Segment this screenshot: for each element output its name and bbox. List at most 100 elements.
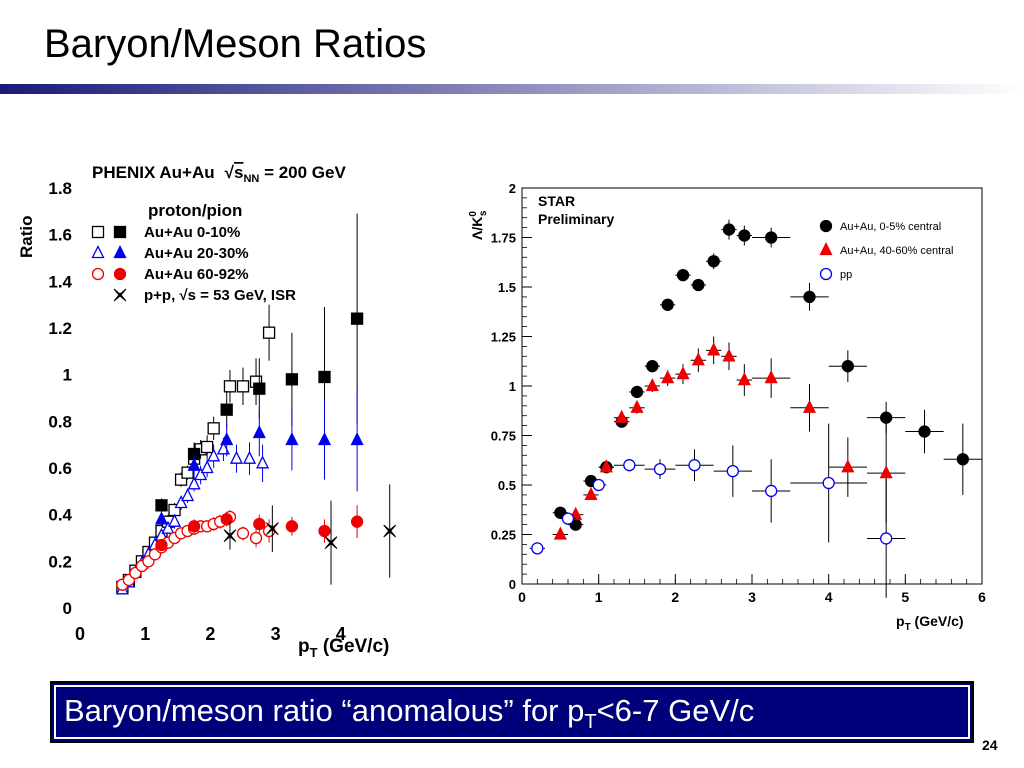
- star-title-line2: Preliminary: [538, 211, 614, 227]
- phenix-data-point: [187, 520, 201, 533]
- phenix-data-point: [285, 520, 299, 533]
- phenix-data-point: [181, 466, 194, 479]
- phenix-legend-label: Au+Au 0-10%: [144, 224, 240, 241]
- phenix-legend-marker: [113, 225, 127, 239]
- star-x-axis-label: pT (GeV/c): [896, 613, 964, 633]
- phenix-x-tick-label: 0: [75, 624, 85, 644]
- star-data-point: [737, 372, 751, 386]
- phenix-data-point: [187, 476, 201, 490]
- phenix-data-point: [155, 538, 168, 552]
- phenix-data-point: [194, 467, 208, 481]
- phenix-data-point: [236, 380, 250, 393]
- phenix-legend-label: Au+Au 20-30%: [144, 245, 249, 262]
- phenix-data-point: [207, 448, 221, 462]
- star-data-point: [645, 378, 659, 392]
- star-data-point: [765, 484, 778, 498]
- phenix-data-point: [265, 522, 279, 536]
- phenix-data-point: [262, 326, 276, 339]
- star-x-tick-label: 3: [748, 589, 756, 605]
- phenix-data-point: [324, 536, 338, 550]
- star-data-point: [722, 223, 736, 236]
- phenix-x-tick-label: 2: [205, 624, 215, 644]
- phenix-data-point: [220, 432, 234, 446]
- star-data-point: [879, 465, 893, 479]
- phenix-x-tick-label: 3: [271, 624, 281, 644]
- title-rule: [0, 84, 1024, 94]
- caption-subscript: T: [584, 711, 597, 734]
- star-legend-label: pp: [840, 269, 852, 281]
- phenix-data-point: [350, 515, 364, 528]
- phenix-y-tick-label: 0: [63, 599, 72, 618]
- phenix-data-point: [220, 403, 233, 416]
- phenix-data-point: [220, 513, 233, 526]
- phenix-data-point: [383, 524, 397, 538]
- star-x-tick-label: 0: [518, 589, 526, 605]
- star-data-point: [707, 255, 720, 268]
- phenix-data-point: [252, 425, 266, 439]
- star-y-tick-label: 1.25: [491, 330, 516, 345]
- phenix-y-tick-label: 0.2: [48, 552, 72, 571]
- star-data-point: [726, 464, 739, 478]
- phenix-y-tick-label: 1.4: [48, 272, 72, 291]
- phenix-subtitle: proton/pion: [148, 201, 242, 220]
- star-data-point: [841, 360, 854, 373]
- phenix-data-point: [161, 520, 175, 534]
- star-y-tick-label: 2: [509, 181, 516, 196]
- phenix-data-point: [350, 312, 364, 325]
- star-y-tick-label: 0: [509, 577, 516, 592]
- star-data-point: [722, 348, 736, 362]
- star-data-point: [661, 298, 674, 311]
- star-legend-label: Au+Au, 40-60% central: [840, 245, 953, 257]
- star-y-tick-label: 0.75: [491, 429, 516, 444]
- star-x-tick-label: 5: [901, 589, 909, 605]
- phenix-legend-marker: [113, 288, 127, 302]
- phenix-data-point: [187, 457, 201, 471]
- star-x-tick-label: 6: [978, 589, 986, 605]
- phenix-data-point: [236, 527, 250, 540]
- caption-main: Baryon/meson ratio “anomalous” for p: [64, 693, 585, 728]
- caption-tail: <6-7 GeV/c: [596, 693, 755, 728]
- phenix-y-tick-label: 1.8: [48, 179, 72, 198]
- phenix-x-axis-label: pT (GeV/c): [298, 636, 389, 660]
- star-data-point: [692, 278, 705, 292]
- phenix-data-point: [229, 450, 244, 464]
- star-data-point: [531, 542, 544, 555]
- phenix-data-point: [223, 380, 237, 393]
- phenix-data-point: [181, 488, 195, 502]
- star-data-point: [630, 385, 644, 399]
- phenix-y-tick-label: 0.4: [48, 506, 72, 525]
- star-data-point: [661, 370, 675, 384]
- star-x-tick-label: 1: [595, 589, 603, 605]
- star-data-point: [691, 352, 705, 366]
- phenix-y-tick-label: 1: [63, 366, 72, 385]
- star-y-tick-label: 1: [509, 379, 516, 394]
- star-data-point: [623, 459, 636, 472]
- star-data-point: [738, 229, 751, 242]
- star-x-tick-label: 4: [825, 589, 833, 605]
- phenix-x-tick-label: 4: [336, 624, 346, 644]
- phenix-data-point: [174, 473, 188, 486]
- star-data-point: [822, 476, 835, 490]
- star-x-tick-label: 2: [671, 589, 679, 605]
- star-data-point: [707, 342, 721, 356]
- star-legend-marker: [819, 267, 833, 281]
- page-number: 24: [982, 737, 998, 753]
- caption-box: Baryon/meson ratio “anomalous” for pT<6-…: [50, 681, 974, 743]
- phenix-data-point: [155, 499, 168, 512]
- phenix-title: PHENIX Au+Au √sNN = 200 GeV: [92, 163, 346, 185]
- star-y-tick-label: 1.75: [491, 231, 516, 246]
- phenix-chart: PHENIX Au+Au √sNN = 200 GeV proton/pion R…: [17, 163, 407, 660]
- phenix-legend-label: Au+Au 60-92%: [144, 266, 249, 283]
- star-chart: STAR Preliminary Λ/K0s pT (GeV/c) 0 0.25 0…: [468, 181, 986, 633]
- star-data-point: [676, 268, 690, 282]
- phenix-data-point: [285, 432, 299, 446]
- phenix-data-point: [174, 495, 188, 509]
- star-data-point: [765, 231, 778, 244]
- star-data-point: [764, 370, 778, 384]
- phenix-data-point: [256, 455, 270, 469]
- star-data-point: [918, 425, 931, 438]
- star-data-point: [676, 366, 690, 380]
- star-y-axis-label: Λ/K0s: [468, 210, 489, 240]
- star-data-point: [599, 459, 613, 473]
- star-data-point: [584, 486, 598, 501]
